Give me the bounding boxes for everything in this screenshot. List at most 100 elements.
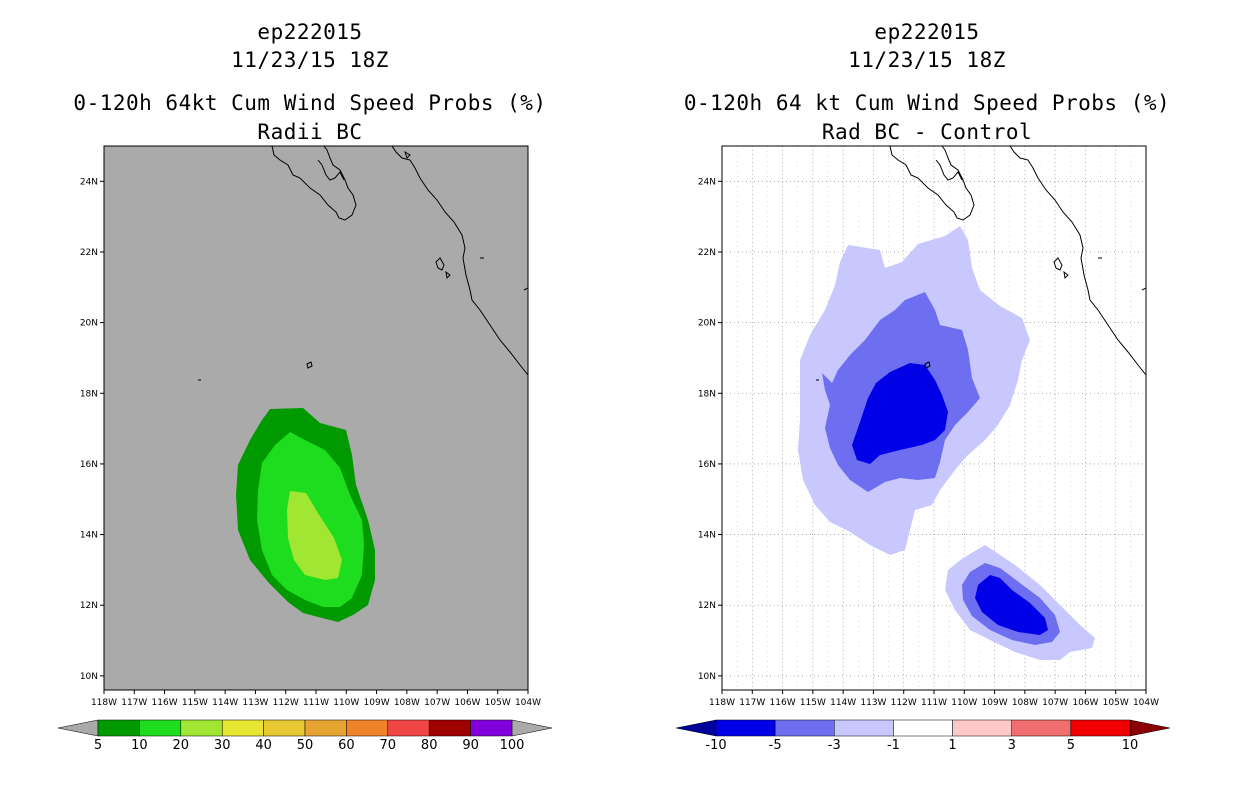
lon-tick-label: 106W — [1072, 698, 1098, 708]
lon-tick-label: 118W — [709, 698, 735, 708]
lat-tick-label: 18N — [80, 389, 98, 399]
colorbar-label: -5 — [769, 738, 782, 753]
left-title-product: 0-120h 64kt Cum Wind Speed Probs (%) — [73, 91, 547, 115]
left-axes: 118W 117W 116W 115W 114W 113W 112W 111W 110W 109W… — [80, 177, 541, 708]
colorbar-swatch — [470, 719, 513, 737]
lat-tick-label: 12N — [80, 601, 98, 611]
lon-tick-label: 109W — [364, 698, 390, 708]
colorbar-label: 90 — [462, 738, 479, 753]
lon-tick-label: 113W — [860, 698, 886, 708]
left-coastline-baja — [271, 145, 357, 221]
lon-tick-label: 114W — [212, 698, 238, 708]
colorbar-label: 100 — [500, 738, 525, 753]
lon-tick-label: 106W — [454, 698, 480, 708]
right-title-subtitle: Rad BC - Control — [821, 120, 1033, 144]
colorbar-label: 30 — [214, 738, 231, 753]
right-island-small3 — [1141, 287, 1147, 291]
lon-tick-label: 112W — [273, 698, 299, 708]
lat-tick-label: 14N — [698, 531, 716, 541]
lon-tick-label: 114W — [830, 698, 856, 708]
lat-tick-label: 20N — [80, 319, 98, 329]
lon-tick-label: 105W — [1103, 698, 1129, 708]
right-island-tres-marias — [1053, 257, 1069, 280]
lat-tick-label: 12N — [698, 601, 716, 611]
lon-tick-label: 110W — [951, 698, 977, 708]
lon-tick-label: 108W — [1012, 698, 1038, 708]
colorbar-label: 3 — [1008, 738, 1016, 753]
lon-tick-label: 107W — [424, 698, 450, 708]
colorbar-swatch — [952, 719, 1012, 737]
lat-tick-label: 20N — [698, 319, 716, 329]
lon-tick-label: 105W — [485, 698, 511, 708]
right-title-storm-id: ep222015 — [874, 20, 980, 44]
lon-tick-label: 109W — [982, 698, 1008, 708]
colorbar-swatch — [1011, 719, 1072, 737]
lon-tick-label: 104W — [1133, 698, 1159, 708]
right-coastline-baja — [889, 145, 975, 221]
lat-tick-label: 16N — [80, 460, 98, 470]
colorbar-label: -1 — [887, 738, 900, 753]
lon-tick-label: 110W — [333, 698, 359, 708]
left-coastline-small1 — [404, 150, 411, 159]
right-coastline-mainland — [1009, 145, 1147, 376]
colorbar-label: -3 — [828, 738, 841, 753]
lon-tick-label: 108W — [394, 698, 420, 708]
lat-tick-label: 10N — [80, 672, 98, 682]
colorbar-label: 20 — [173, 738, 190, 753]
colorbar-label: -10 — [705, 738, 726, 753]
colorbar-label: 5 — [1067, 738, 1075, 753]
left-title-subtitle: Radii BC — [257, 120, 363, 144]
lon-tick-label: 118W — [91, 698, 117, 708]
lon-tick-label: 111W — [921, 698, 947, 708]
lon-tick-label: 115W — [182, 698, 208, 708]
lon-tick-label: 116W — [770, 698, 796, 708]
lat-tick-label: 14N — [80, 531, 98, 541]
right-axes: 118W 117W 116W 115W 114W 113W 112W 111W 110W 109W… — [698, 177, 1159, 708]
colorbar-label: 50 — [297, 738, 314, 753]
lon-tick-label: 112W — [891, 698, 917, 708]
colorbar-left-triangle — [675, 719, 717, 737]
lat-tick-label: 22N — [80, 248, 98, 258]
left-map: 118W 117W 116W 115W 114W 113W 112W 111W 110W 109W… — [57, 145, 553, 753]
lon-tick-label: 117W — [739, 698, 765, 708]
colorbar-label: 80 — [421, 738, 438, 753]
left-island-small3 — [523, 287, 529, 291]
right-diff-neg5-neg10-north — [852, 363, 948, 464]
right-colorbar: -10 -5 -3 -1 1 3 5 10 — [675, 719, 1171, 753]
left-prob-20-30 — [287, 491, 342, 580]
colorbar-swatch — [834, 719, 894, 737]
lon-tick-label: 116W — [152, 698, 178, 708]
lon-tick-label: 115W — [800, 698, 826, 708]
lon-tick-label: 111W — [303, 698, 329, 708]
lat-tick-label: 22N — [698, 248, 716, 258]
right-island-socorro — [924, 361, 931, 369]
colorbar-label: 10 — [131, 738, 148, 753]
right-coastline-gulf — [935, 159, 963, 181]
lat-tick-label: 18N — [698, 389, 716, 399]
colorbar-swatch — [715, 719, 776, 737]
left-island-tres-marias — [435, 257, 451, 280]
colorbar-label: 60 — [338, 738, 355, 753]
right-diff-neg5-neg10-south — [975, 575, 1048, 635]
left-colorbar: 5 10 20 30 40 50 60 70 80 90 100 — [57, 719, 553, 753]
colorbar-label: 1 — [948, 738, 956, 753]
lon-tick-label: 107W — [1042, 698, 1068, 708]
lon-tick-label: 117W — [121, 698, 147, 708]
lon-tick-label: 104W — [515, 698, 541, 708]
left-title-datetime: 11/23/15 18Z — [231, 48, 389, 72]
colorbar-label: 40 — [255, 738, 272, 753]
lon-tick-label: 113W — [242, 698, 268, 708]
colorbar-label: 5 — [94, 738, 102, 753]
lat-tick-label: 24N — [698, 177, 716, 187]
left-island-socorro — [306, 361, 313, 369]
lat-tick-label: 10N — [698, 672, 716, 682]
colorbar-label: 70 — [380, 738, 397, 753]
right-title-datetime: 11/23/15 18Z — [848, 48, 1006, 72]
colorbar-swatch — [774, 719, 835, 737]
colorbar-right-triangle — [1129, 719, 1171, 737]
left-coastline-gulf — [317, 159, 345, 181]
colorbar-swatch — [893, 719, 953, 737]
colorbar-label: 10 — [1122, 738, 1139, 753]
right-title-product: 0-120h 64 kt Cum Wind Speed Probs (%) — [683, 91, 1171, 115]
